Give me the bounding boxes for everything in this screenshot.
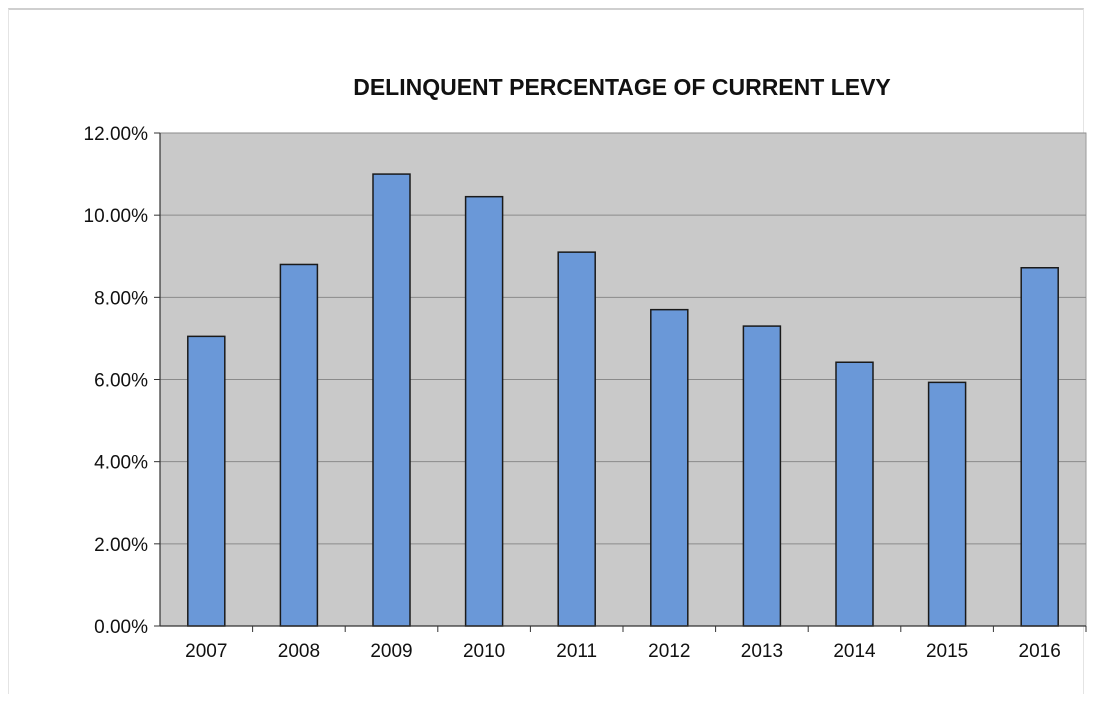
bar-2011 [557,251,596,627]
bar-2008 [279,263,319,627]
bar-2016 [1020,267,1059,627]
y-tick-label: 6.00% [94,371,148,392]
y-tick-label: 8.00% [94,288,148,309]
y-tick-label: 2.00% [94,535,148,556]
y-tick-label: 10.00% [84,206,149,227]
axes [154,132,1087,632]
x-tick-label: 2010 [463,641,505,662]
x-tick-labels: 2007 2008 2009 2010 2011 2012 2013 2014 2015 2016 [185,641,1061,662]
x-tick-label: 2015 [926,641,968,662]
x-tick-label: 2008 [278,641,320,662]
bar-2013 [742,325,782,627]
x-tick-label: 2009 [370,641,412,662]
bar-2009 [372,173,411,627]
bar-2007 [187,335,226,627]
y-tick-labels: 0.00% 2.00% 4.00% 6.00% 8.00% 10.00% 12.00% [84,124,149,638]
y-tick-label: 0.00% [94,617,148,638]
bar-2012 [650,308,689,627]
x-tick-label: 2012 [648,641,690,662]
x-tick-label: 2011 [556,641,597,662]
chart-title: DELINQUENT PERCENTAGE OF CURRENT LEVY [353,74,891,100]
x-tick-label: 2007 [185,641,227,662]
x-tick-label: 2013 [741,641,783,662]
bar-2014 [835,361,874,627]
bar-2015 [927,381,967,627]
x-tick-label: 2014 [833,641,876,662]
bar-2010 [464,195,504,627]
x-tick-label: 2016 [1019,641,1061,662]
y-tick-label: 12.00% [84,124,149,145]
y-tick-label: 4.00% [94,453,148,474]
